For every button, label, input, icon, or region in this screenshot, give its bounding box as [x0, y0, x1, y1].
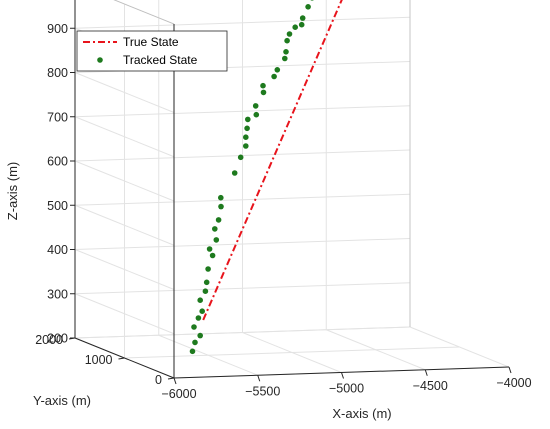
x-tick: [341, 372, 344, 379]
z-axis-label: Z-axis (m): [5, 162, 20, 221]
z-tick-label: 500: [47, 199, 68, 213]
z-tick-label: 400: [47, 243, 68, 257]
tracked-state-point: [209, 252, 216, 259]
tracked-state-point: [197, 332, 203, 339]
tracked-state-point: [192, 339, 198, 346]
tracked-state-point: [197, 297, 203, 304]
tracked-state-point: [286, 31, 293, 37]
tracked-state-point: [243, 143, 249, 149]
tracked-state-point: [292, 24, 299, 31]
x-tick-label: −5000: [329, 382, 364, 396]
tracked-state-point: [274, 67, 281, 73]
grid-line: [124, 346, 460, 359]
z-tick-label: 700: [47, 110, 68, 124]
tracked-state-point: [271, 73, 277, 80]
true-state-line: [202, 0, 343, 321]
tracked-state-point: [283, 49, 289, 55]
tracked-state-point: [252, 103, 259, 109]
tracked-state-point: [298, 21, 305, 28]
legend-box: [76, 30, 228, 72]
tracked-state-point: [213, 237, 220, 243]
x-axis-label: X-axis (m): [332, 406, 391, 421]
tracked-state-point: [237, 154, 244, 161]
tracked-state-point: [243, 134, 249, 140]
x-tick-label: −5500: [245, 384, 280, 398]
tracked-state-point: [310, 0, 314, 1]
tracked-state-point: [215, 217, 222, 223]
legend-tracked-state-marker: [97, 57, 103, 63]
tracked-state-point: [212, 226, 218, 232]
y-axis-label: Y-axis (m): [33, 393, 91, 408]
tracked-state-point: [260, 89, 267, 96]
grid-line: [74, 326, 411, 339]
tracked-state-point: [206, 246, 213, 252]
tracked-state-point: [305, 4, 311, 10]
y-tick-label: 1000: [85, 353, 113, 367]
tracked-state-point: [205, 266, 211, 272]
legend-tracked-state-label: Tracked State: [123, 53, 198, 67]
tracked-state-point: [189, 348, 196, 355]
z-tick-label: 800: [47, 66, 68, 80]
tracked-state-point: [282, 55, 288, 62]
box-edge: [113, 0, 175, 25]
tracked-state-point: [195, 315, 202, 321]
x-tick-label: −4500: [413, 379, 448, 393]
z-tick-label: 600: [47, 155, 68, 169]
z-tick-label: 300: [47, 287, 68, 301]
tracked-state-point: [260, 82, 266, 89]
x-tick: [173, 377, 177, 385]
tracked-state-series: [189, 0, 314, 355]
tracked-state-point: [202, 288, 209, 295]
axes-box: [68, 0, 512, 385]
tracked-state-point: [299, 15, 306, 21]
y-tick-label: 2000: [35, 333, 63, 347]
tracked-state-point: [245, 116, 251, 123]
y-tick-label: 0: [155, 373, 162, 387]
legend: True State Tracked State: [76, 30, 228, 72]
tracked-state-point: [218, 194, 224, 201]
tracked-state-point: [191, 324, 197, 330]
x-tick-label: −4000: [496, 376, 531, 390]
z-tick-label: 200: [47, 332, 68, 346]
x-tick: [424, 369, 428, 376]
z-tick-label: 900: [47, 22, 68, 36]
x-tick-label: −6000: [161, 387, 196, 401]
tracked-state-point: [199, 308, 205, 315]
tracked-state-point: [284, 37, 290, 44]
tracked-state-point: [244, 125, 250, 132]
legend-true-state-label: True State: [123, 35, 179, 49]
tracked-state-point: [231, 170, 238, 176]
y-tick: [118, 357, 125, 360]
y-tick: [167, 377, 175, 380]
tracked-state-point: [218, 203, 224, 210]
x-tick: [508, 366, 512, 374]
true-state-series: [202, 0, 343, 321]
tracked-state-point: [253, 111, 260, 118]
x-tick: [257, 375, 261, 382]
tracked-state-point: [203, 279, 210, 286]
